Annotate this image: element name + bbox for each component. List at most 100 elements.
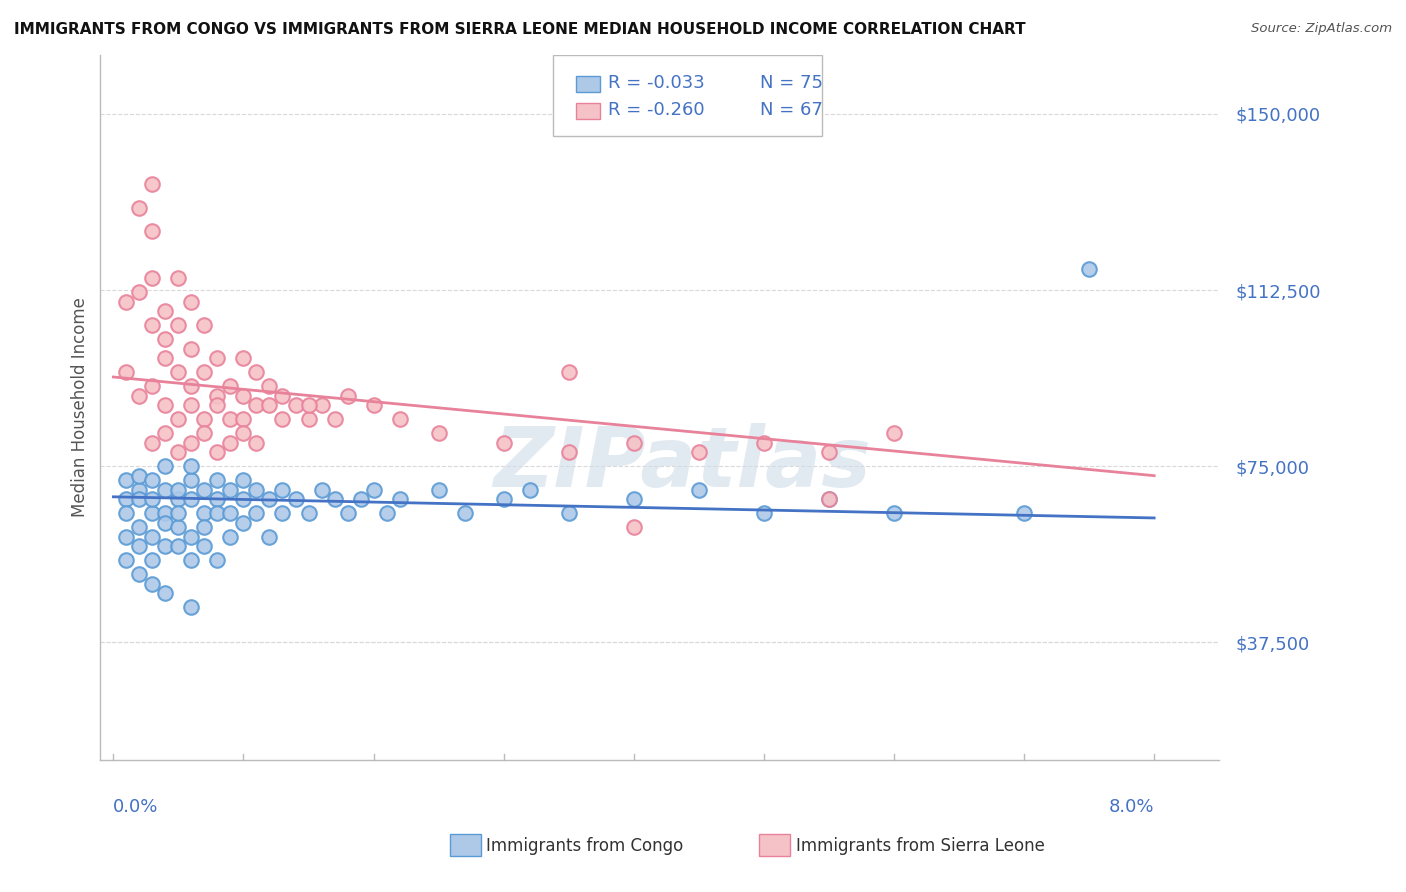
Point [271,506,294,520]
Point [232,412,254,426]
Point [219,435,242,450]
Point [427,483,450,497]
Point [167,506,190,520]
Point [284,398,307,412]
Point [284,492,307,507]
Point [180,294,202,309]
Point [180,435,202,450]
Point [115,553,138,567]
Point [167,271,190,285]
Point [193,318,215,333]
Point [128,520,150,534]
Point [128,285,150,300]
Point [219,412,242,426]
Point [128,492,150,507]
Point [453,506,475,520]
Point [311,483,333,497]
Point [193,426,215,441]
Point [180,474,202,488]
Point [818,445,841,459]
Point [427,426,450,441]
Point [557,445,579,459]
Point [297,398,319,412]
Point [207,445,229,459]
Point [688,483,710,497]
Point [311,398,333,412]
Point [752,506,775,520]
Point [207,389,229,403]
Point [155,586,177,600]
Point [219,506,242,520]
Point [297,506,319,520]
Point [128,567,150,582]
Text: Immigrants from Sierra Leone: Immigrants from Sierra Leone [796,837,1045,855]
Point [883,426,905,441]
Point [180,492,202,507]
Point [155,459,177,474]
Point [141,318,163,333]
Point [297,412,319,426]
Point [375,506,398,520]
Point [180,342,202,356]
Point [557,506,579,520]
Point [219,530,242,544]
Point [141,178,163,192]
Text: 0.0%: 0.0% [114,797,159,815]
Point [818,492,841,507]
Point [155,398,177,412]
Point [519,483,541,497]
Point [115,365,138,379]
Point [115,492,138,507]
Point [557,365,579,379]
Point [180,379,202,393]
Point [207,492,229,507]
Bar [576,103,600,119]
Point [232,516,254,530]
Point [141,224,163,238]
Point [752,435,775,450]
Point [623,492,645,507]
Text: N = 75: N = 75 [761,74,824,93]
Point [207,398,229,412]
Text: R = -0.260: R = -0.260 [609,101,704,120]
Point [141,530,163,544]
Point [492,492,515,507]
Point [207,553,229,567]
Point [180,600,202,615]
Text: Source: ZipAtlas.com: Source: ZipAtlas.com [1251,22,1392,36]
Point [155,539,177,553]
Point [141,379,163,393]
Point [245,483,267,497]
Point [167,445,190,459]
Y-axis label: Median Household Income: Median Household Income [72,298,89,517]
Point [115,474,138,488]
Point [128,539,150,553]
Point [193,365,215,379]
Point [259,530,281,544]
Point [1078,261,1101,276]
Point [207,506,229,520]
Point [245,398,267,412]
Point [818,492,841,507]
Point [128,483,150,497]
Text: Immigrants from Congo: Immigrants from Congo [486,837,683,855]
Bar [576,77,600,92]
Point [271,389,294,403]
Point [167,365,190,379]
Point [259,492,281,507]
Point [323,412,346,426]
Point [141,271,163,285]
Point [1012,506,1035,520]
Point [155,351,177,366]
Point [623,435,645,450]
Point [232,492,254,507]
Point [245,435,267,450]
Point [232,389,254,403]
Point [180,398,202,412]
Point [388,492,411,507]
Point [363,483,385,497]
Point [167,318,190,333]
Point [128,201,150,215]
Point [141,474,163,488]
Point [180,553,202,567]
